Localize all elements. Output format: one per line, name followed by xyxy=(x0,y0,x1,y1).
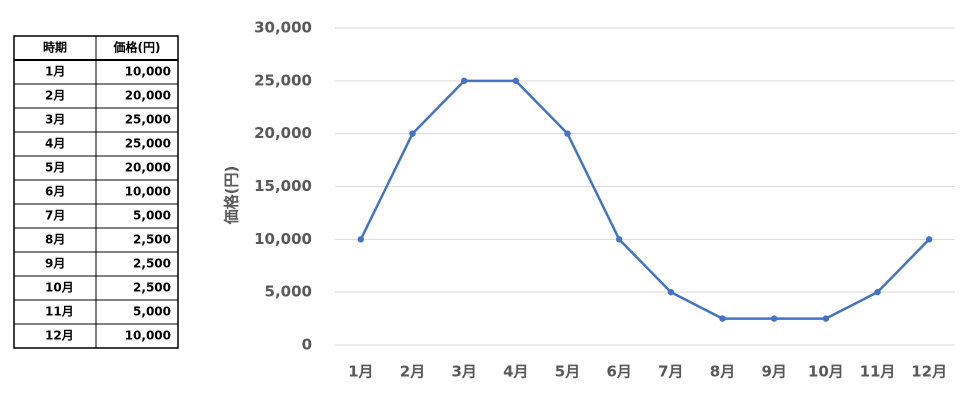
table-cell: 4月 xyxy=(45,137,65,151)
marker xyxy=(460,77,468,85)
y-tick-label: 0 xyxy=(302,336,312,354)
table-cell: 10月 xyxy=(45,281,74,295)
marker xyxy=(615,236,623,243)
table-cell: 2月 xyxy=(45,89,65,103)
marker xyxy=(564,130,571,137)
table-cell: 9月 xyxy=(45,257,65,271)
marker xyxy=(770,315,778,322)
marker xyxy=(409,130,416,137)
x-tick-label: 5月 xyxy=(555,363,580,381)
y-axis-label: 価格(円) xyxy=(223,166,241,226)
y-tick-label: 25,000 xyxy=(254,71,312,89)
table-cell: 10,000 xyxy=(125,185,171,199)
x-tick-label: 1月 xyxy=(348,363,373,381)
table-cell: 1月 xyxy=(45,65,65,79)
table-cell: 12月 xyxy=(45,329,74,343)
x-tick-label: 2月 xyxy=(400,363,425,381)
table-cell: 5,000 xyxy=(133,305,171,319)
table-cell: 2,500 xyxy=(133,257,171,271)
table-cell: 6月 xyxy=(45,185,65,199)
x-tick-label: 8月 xyxy=(710,363,735,381)
y-tick-label: 20,000 xyxy=(254,124,312,142)
y-tick-label: 5,000 xyxy=(265,283,312,301)
line xyxy=(359,79,931,320)
table-cell: 7月 xyxy=(45,209,65,223)
table-cell: 25,000 xyxy=(125,137,171,151)
y-tick-label: 15,000 xyxy=(254,177,312,195)
table-cell: 20,000 xyxy=(125,161,171,175)
table-cell: 11月 xyxy=(45,305,74,319)
table-cell: 10,000 xyxy=(125,329,171,343)
table-cell: 25,000 xyxy=(125,113,171,127)
marker xyxy=(874,288,881,296)
marker xyxy=(822,315,830,322)
x-tick-label: 12月 xyxy=(911,363,947,381)
table-header: 時期 xyxy=(43,40,67,55)
table-header: 価格(円) xyxy=(113,40,161,55)
table-cell: 10,000 xyxy=(125,65,171,79)
marker xyxy=(357,236,365,243)
marker xyxy=(925,236,933,243)
x-tick-label: 11月 xyxy=(860,363,896,381)
table-cell: 20,000 xyxy=(125,89,171,103)
x-tick-label: 6月 xyxy=(606,363,631,381)
table-cell: 8月 xyxy=(45,233,65,247)
table-cell: 2,500 xyxy=(133,233,171,247)
x-tick-label: 3月 xyxy=(451,363,476,381)
table-cell: 2,500 xyxy=(133,281,171,295)
table-cell: 5,000 xyxy=(133,209,171,223)
table-cell: 5月 xyxy=(45,161,65,175)
x-tick-label: 10月 xyxy=(808,363,844,381)
marker xyxy=(667,288,675,296)
x-tick-label: 9月 xyxy=(761,363,786,381)
table-cell: 3月 xyxy=(45,113,65,127)
x-tick-label: 7月 xyxy=(658,363,683,381)
marker xyxy=(512,77,520,85)
y-tick-label: 10,000 xyxy=(254,230,312,248)
y-tick-label: 30,000 xyxy=(254,19,312,37)
x-tick-label: 4月 xyxy=(503,363,528,381)
marker xyxy=(719,315,726,322)
